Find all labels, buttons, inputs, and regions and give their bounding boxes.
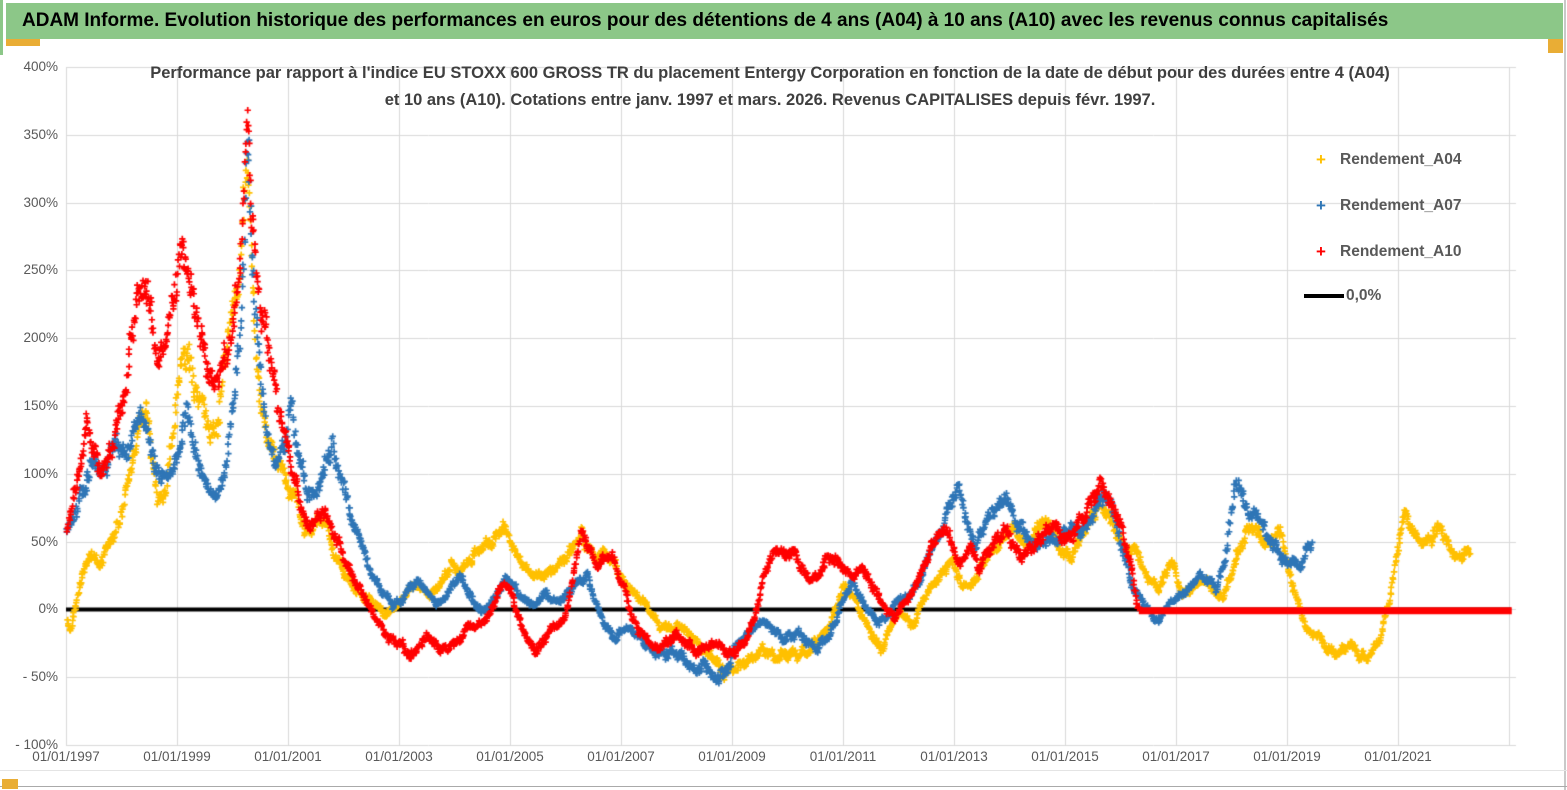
plus-marker-icon: + — [1316, 242, 1326, 261]
y-tick-label: 150% — [23, 398, 58, 414]
y-tick-label: 100% — [23, 465, 58, 481]
x-tick-label: 01/01/2017 — [1142, 749, 1210, 764]
legend-item-zero-line: 0,0% — [1304, 284, 1381, 308]
x-tick-label: 01/01/2013 — [920, 749, 988, 764]
y-tick-label: - 50% — [22, 669, 58, 685]
y-tick-label: 0% — [38, 601, 58, 617]
legend-item-rendement_a10: + Rendement_A10 — [1308, 240, 1461, 264]
plus-marker-icon: + — [1316, 150, 1326, 169]
legend-label: 0,0% — [1346, 287, 1382, 304]
y-tick-label: 350% — [23, 126, 58, 142]
bottom-dark-rule — [0, 786, 1567, 787]
x-tick-label: 01/01/2021 — [1364, 749, 1432, 764]
plus-marker-icon: + — [1316, 196, 1326, 215]
y-tick-label: 200% — [23, 330, 58, 346]
bottom-light-rule — [0, 770, 1567, 771]
yellow-accent-bottom-left — [2, 779, 18, 789]
x-tick-label: 01/01/2001 — [254, 749, 322, 764]
y-tick-label: 300% — [23, 194, 58, 210]
zero-line-swatch — [1304, 294, 1344, 298]
y-tick-label: 250% — [23, 262, 58, 278]
x-tick-label: 01/01/2003 — [365, 749, 433, 764]
x-tick-label: 01/01/2005 — [476, 749, 544, 764]
legend-item-rendement_a04: + Rendement_A04 — [1308, 148, 1461, 172]
x-tick-label: 01/01/2019 — [1253, 749, 1321, 764]
x-tick-label: 01/01/2011 — [809, 749, 877, 764]
x-tick-label: 01/01/2015 — [1031, 749, 1099, 764]
legend-item-rendement_a07: + Rendement_A07 — [1308, 194, 1461, 218]
y-tick-label: 50% — [30, 533, 58, 549]
x-tick-label: 01/01/2007 — [587, 749, 655, 764]
x-tick-label: 01/01/1999 — [143, 749, 211, 764]
legend-label: Rendement_A04 — [1340, 151, 1462, 168]
x-tick-label: 01/01/1997 — [32, 749, 100, 764]
y-tick-label: - 100% — [15, 736, 58, 752]
x-tick-label: 01/01/2009 — [698, 749, 766, 764]
y-tick-label: 400% — [23, 59, 58, 75]
legend: + Rendement_A04 + Rendement_A07 + Rendement_A… — [1296, 138, 1536, 318]
legend-label: Rendement_A10 — [1340, 243, 1462, 260]
chart-title: Performance par rapport à l'indice EU ST… — [150, 64, 1390, 109]
legend-label: Rendement_A07 — [1340, 197, 1462, 214]
